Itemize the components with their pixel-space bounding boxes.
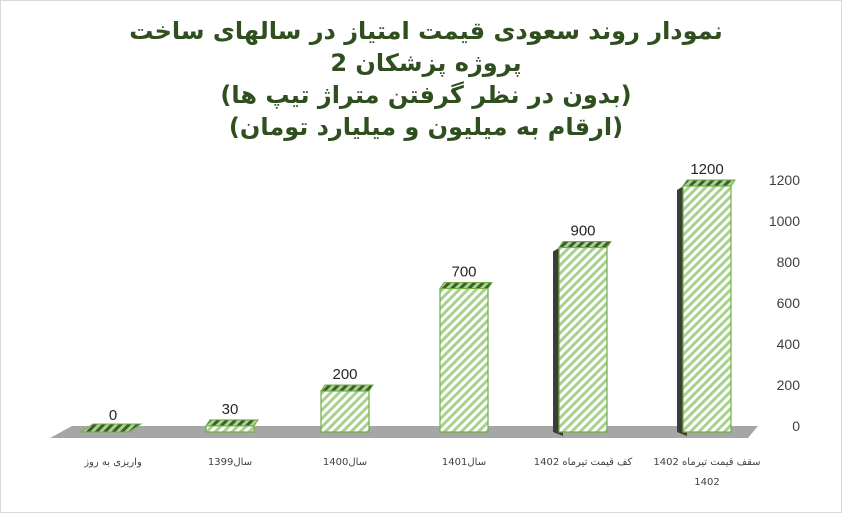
y-tick-label: 0 xyxy=(792,418,800,434)
category-label: سال1400 xyxy=(323,457,367,468)
data-label: 30 xyxy=(222,401,239,418)
category-label: سال1399 xyxy=(208,457,252,468)
bar xyxy=(682,185,732,433)
bar xyxy=(558,246,608,433)
data-label: 200 xyxy=(332,366,357,383)
value-axis: 0 200 400 600 800 1000 1200 xyxy=(769,172,800,434)
bar-top xyxy=(205,419,259,427)
data-label: 1200 xyxy=(690,161,723,178)
bar xyxy=(205,425,255,433)
y-tick-label: 200 xyxy=(777,377,801,393)
bar xyxy=(79,423,143,433)
chart-title-line-4: (ارقام به میلیون و میلیارد تومان) xyxy=(228,113,624,141)
chart-title-line-1: نمودار روند سعودی قیمت امتیاز در سالهای … xyxy=(129,17,723,45)
y-tick-label: 800 xyxy=(777,254,801,270)
category-label: واریزی به روز xyxy=(83,457,142,468)
floor-slab xyxy=(50,426,758,438)
bar-top xyxy=(558,241,612,248)
chart-title-line-3: (بدون در نظر گرفتن متراژ تیپ ها) xyxy=(220,81,632,109)
category-label: سقف قیمت تیرماه 1402 xyxy=(653,457,760,468)
bar xyxy=(320,390,370,433)
bar-top xyxy=(682,179,736,187)
y-tick-label: 1000 xyxy=(769,213,800,229)
bar-top xyxy=(320,384,374,392)
bar xyxy=(439,287,489,433)
data-labels: 0 30 200 700 900 1200 xyxy=(109,161,724,424)
category-label: کف قیمت تیرماه 1402 xyxy=(534,457,633,468)
y-tick-label: 1200 xyxy=(769,172,800,188)
category-axis: واریزی به روز سال1399 سال1400 سال1401 کف قیم… xyxy=(83,457,760,488)
bar-top xyxy=(439,282,493,289)
data-label: 0 xyxy=(109,407,117,424)
data-label: 900 xyxy=(570,223,595,240)
category-label: سال1401 xyxy=(442,457,486,468)
category-label: 1402 xyxy=(694,477,719,488)
bars xyxy=(79,179,736,436)
y-tick-label: 400 xyxy=(777,336,801,352)
chart-title: نمودار روند سعودی قیمت امتیاز در سالهای … xyxy=(61,15,791,143)
data-label: 700 xyxy=(451,264,476,281)
y-tick-label: 600 xyxy=(777,295,801,311)
chart-title-line-2: پروژه پزشکان 2 xyxy=(330,49,522,77)
chart-floor xyxy=(50,426,758,438)
